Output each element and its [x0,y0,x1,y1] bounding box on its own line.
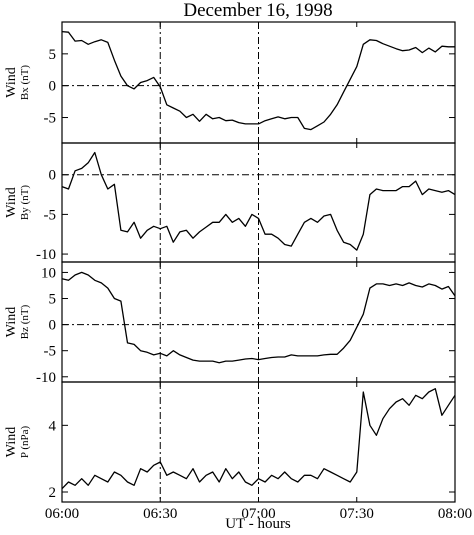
x-tick-label: 07:00 [241,506,275,522]
panel-3-y-tick-label: 5 [49,292,57,308]
panel-2-series-line [61,151,456,251]
panel-3-series-line [61,271,456,364]
panel-2-y-label-main: Wind [4,187,19,218]
panel-4-y-tick-label: 2 [49,485,57,501]
panel-2-y-label-sub: By (nT) [19,185,31,220]
x-tick-label: 08:00 [438,506,472,522]
panel-3-y-tick-label: -5 [44,344,57,360]
panel-1-y-tick-label: 0 [49,79,57,95]
panel-4-y-tick-label: 4 [49,418,57,434]
panel-3-y-tick-label: -10 [36,370,56,386]
panel-4-y-label-sub: P (nPa) [19,426,31,459]
panel-2-y-tick-label: -10 [36,247,56,263]
panel-4-y-label-main: Wind [4,427,19,458]
x-tick-label: 06:30 [143,506,177,522]
panel-3-y-label-main: Wind [4,307,19,338]
panel-1-y-label-sub: Bx (nT) [19,65,31,100]
panel-2-y-tick-label: -5 [44,207,57,223]
x-tick-label: 07:30 [340,506,374,522]
panel-1-series-line [61,30,455,131]
x-axis-label: UT - hours [225,516,291,530]
panel-1-y-tick-label: 5 [49,47,57,63]
panel-4-series-line [61,388,456,490]
x-tick-label: 06:00 [45,506,79,522]
panel-3-y-tick-label: 0 [49,318,57,334]
chart-title: December 16, 1998 [183,0,332,21]
panel-1-y-tick-label: -5 [44,111,57,127]
panel-3-y-label-sub: Bz (nT) [19,304,31,339]
panel-3-y-tick-label: 10 [41,265,56,281]
panel-2-y-tick-label: 0 [49,168,57,184]
panel-1-y-label-main: Wind [4,67,19,98]
